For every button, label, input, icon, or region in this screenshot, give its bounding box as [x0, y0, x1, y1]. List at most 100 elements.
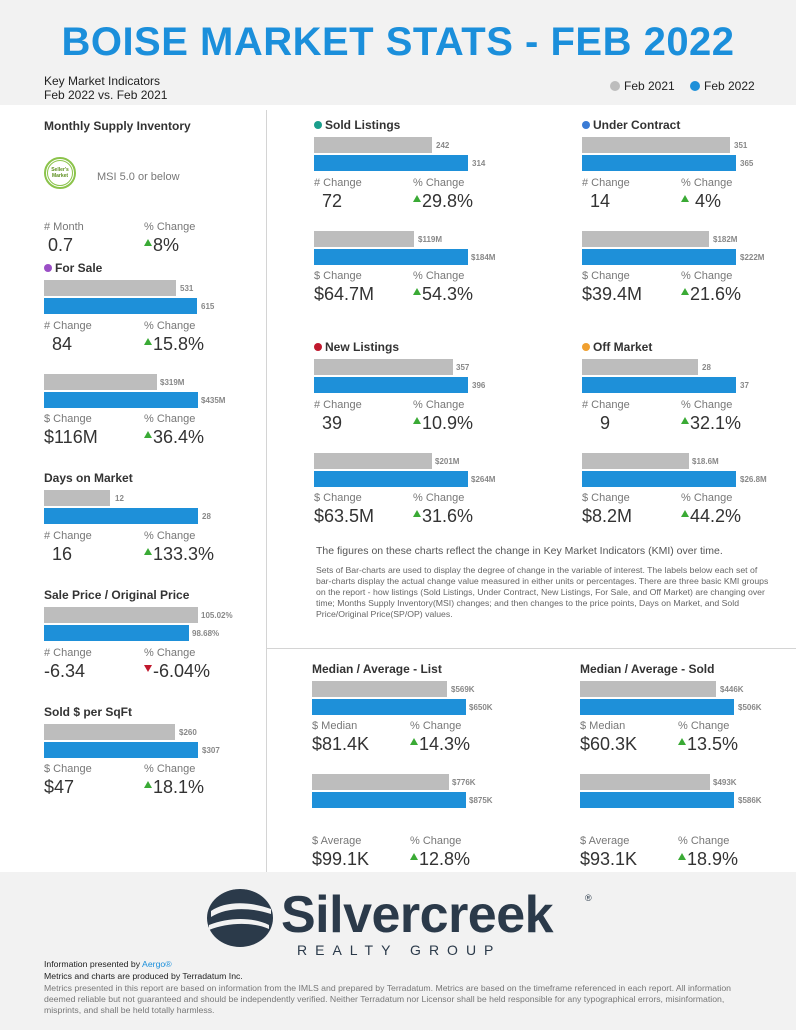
sold-count-prev-label: 242 [436, 141, 450, 150]
subtitle-line-1: Key Market Indicators [44, 74, 161, 88]
list-price-title: Median / Average - List [312, 662, 442, 676]
sold-dollar-curr-label: $184M [471, 253, 496, 262]
dom-label-1: # Change [44, 530, 92, 542]
sp-op-value-1: -6.34 [44, 661, 86, 681]
under-contract-count-bar-prev [582, 137, 730, 153]
page-subtitle: Key Market Indicators Feb 2022 vs. Feb 2… [44, 74, 167, 102]
list-average-bar-prev [312, 774, 449, 790]
for-sale-dollar-prev-label: $319M [160, 378, 185, 387]
new-listings-dollar-curr-label: $264M [471, 475, 496, 484]
for-sale-count-curr-label: 615 [201, 302, 215, 311]
off-market-count-value-2: 32.1% [681, 413, 741, 434]
dom-label-2: % Change [144, 530, 196, 542]
new-listings-count-label-2: % Change [413, 399, 465, 411]
sqft-value-1: $47 [44, 777, 75, 797]
up-arrow-icon [413, 288, 421, 295]
legend-prev-dot [610, 81, 620, 91]
dom-value-2: 133.3% [144, 544, 214, 565]
sp-op-label-1: # Change [44, 647, 92, 659]
for-sale-count-prev-label: 531 [180, 284, 194, 293]
up-arrow-icon [413, 195, 421, 202]
msi-note: MSI 5.0 or below [97, 171, 180, 183]
down-arrow-icon [144, 665, 152, 672]
dom-prev-label: 12 [115, 494, 124, 503]
up-arrow-icon [144, 548, 152, 555]
up-arrow-icon [144, 338, 152, 345]
for-sale-dollar-value-2: 36.4% [144, 427, 204, 448]
sold-median-value-2: 13.5% [678, 734, 738, 755]
up-arrow-icon [681, 288, 689, 295]
off-market-dot-icon [582, 343, 590, 351]
new-listings-dollar-bar-curr [314, 471, 468, 487]
under-contract-count-prev-label: 351 [734, 141, 748, 150]
under-contract-count-bar-curr [582, 155, 736, 171]
for-sale-dollar-value-1: $116M [44, 427, 98, 447]
under-contract-dollar-value-2: 21.6% [681, 284, 741, 305]
for-sale-count-value-1: 84 [52, 334, 73, 354]
list-median-value-1: $81.4K [312, 734, 370, 754]
under-contract-title: Under Contract [582, 118, 680, 132]
under-contract-dollar-label-2: % Change [681, 270, 733, 282]
sold-price-title: Median / Average - Sold [580, 662, 715, 676]
under-contract-dollar-curr-label: $222M [740, 253, 765, 262]
legend-prev-label: Feb 2021 [624, 79, 675, 93]
list-average-curr-label: $875K [469, 796, 493, 805]
under-contract-count-curr-label: 365 [740, 159, 754, 168]
vertical-divider [266, 110, 267, 872]
up-arrow-icon [410, 738, 418, 745]
off-market-count-label-2: % Change [681, 399, 733, 411]
off-market-count-label-1: # Change [582, 399, 630, 411]
new-listings-count-bar-curr [314, 377, 468, 393]
under-contract-count-value-1: 14 [590, 191, 611, 211]
dom-bar-prev [44, 490, 110, 506]
disclaimer: Metrics presented in this report are bas… [44, 983, 731, 1015]
off-market-dollar-curr-label: $26.8M [740, 475, 767, 484]
new-listings-dollar-label-2: % Change [413, 492, 465, 504]
sp-op-bar-curr [44, 625, 189, 641]
sold-dot-icon [314, 121, 322, 129]
list-median-label-1: $ Median [312, 720, 358, 732]
page-title: BOISE MARKET STATS - FEB 2022 [61, 20, 735, 64]
up-arrow-icon [678, 853, 686, 860]
description-main: The figures on these charts reflect the … [316, 545, 723, 557]
list-average-prev-label: $776K [452, 778, 476, 787]
sp-op-curr-label: 98.68% [192, 629, 220, 638]
aergo-link[interactable]: Aergo® [142, 959, 172, 969]
list-median-value-2: 14.3% [410, 734, 470, 755]
off-market-dollar-label-1: $ Change [582, 492, 630, 504]
for-sale-title: For Sale [44, 261, 102, 275]
sold-average-label-2: % Change [678, 835, 730, 847]
sellers-market-badge-text: Seller's Market [47, 160, 73, 186]
sold-dollar-value-2: 54.3% [413, 284, 473, 305]
list-average-bar-curr [312, 792, 466, 808]
msi-label-1: # Month [44, 221, 84, 233]
list-average-value-2: 12.8% [410, 849, 470, 870]
new-listings-dollar-prev-label: $201M [435, 457, 460, 466]
sold-average-bar-prev [580, 774, 710, 790]
sold-dollar-prev-label: $119M [418, 235, 443, 244]
for-sale-count-bar-prev [44, 280, 176, 296]
sold-average-value-2: 18.9% [678, 849, 738, 870]
sp-op-label-2: % Change [144, 647, 196, 659]
off-market-dollar-label-2: % Change [681, 492, 733, 504]
new-listings-title: New Listings [314, 340, 399, 354]
sold-median-label-2: % Change [678, 720, 730, 732]
sqft-prev-label: $260 [179, 728, 197, 737]
for-sale-dollar-bar-curr [44, 392, 198, 408]
for-sale-count-label-2: % Change [144, 320, 196, 332]
sqft-label-2: % Change [144, 763, 196, 775]
off-market-count-value-1: 9 [600, 413, 611, 433]
footer [0, 872, 796, 1030]
under-contract-dollar-label-1: $ Change [582, 270, 630, 282]
sqft-bar-prev [44, 724, 175, 740]
horizontal-divider [266, 648, 796, 649]
new-listings-count-prev-label: 357 [456, 363, 470, 372]
up-arrow-icon [678, 738, 686, 745]
sold-dollar-label-1: $ Change [314, 270, 362, 282]
sqft-curr-label: $307 [202, 746, 220, 755]
sold-count-label-2: % Change [413, 177, 465, 189]
off-market-count-bar-prev [582, 359, 698, 375]
off-market-count-curr-label: 37 [740, 381, 749, 390]
dom-bar-curr [44, 508, 198, 524]
up-arrow-icon [144, 431, 152, 438]
